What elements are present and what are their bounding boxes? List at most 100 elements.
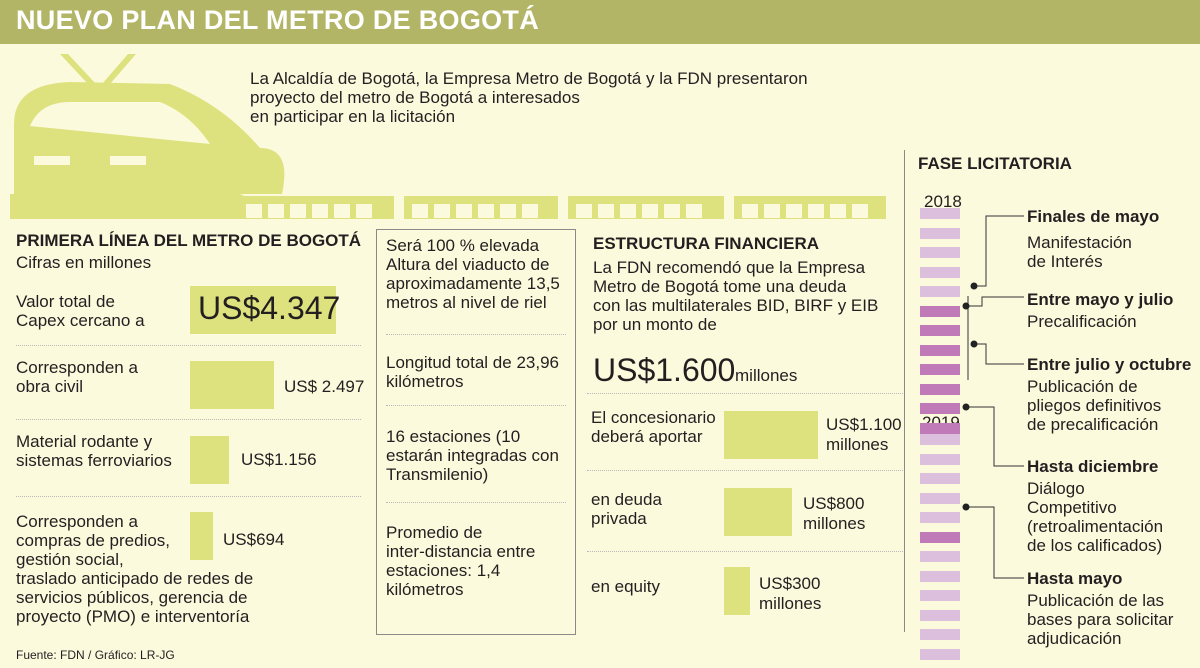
source-note: Fuente: FDN / Gráfico: LR-JG (16, 648, 175, 662)
event-desc: bases para solicitar (1027, 610, 1174, 629)
fact-line: Transmilenio) (386, 465, 489, 484)
pantograph-right (102, 54, 136, 84)
text-line: por un monto de (593, 315, 717, 334)
fact-line: Altura del viaducto de (386, 255, 550, 274)
month-cell-2018-11 (920, 403, 960, 414)
month-cell-2019-11 (920, 629, 960, 640)
obra-civil-value: US$ 2.497 (284, 377, 365, 396)
event-desc: Manifestación (1027, 233, 1132, 252)
event-desc: Publicación de las (1027, 591, 1165, 610)
fact-line: Será 100 % elevada (386, 236, 540, 255)
deuda-privada-value: US$800 millones (803, 494, 865, 534)
primera-row-label: Valor total de Capex cercano a (16, 292, 145, 330)
label-line: deberá aportar (591, 427, 703, 446)
event-title: Finales de mayo (1027, 207, 1160, 226)
fact-line: aproximadamente 13,5 (386, 274, 560, 293)
wagon-windows (246, 204, 868, 218)
divider (587, 551, 903, 552)
intro-text: La Alcaldía de Bogotá, la Empresa Metro … (250, 69, 850, 126)
value-line: US$300 (759, 574, 821, 593)
material-rodante-bar (190, 436, 229, 484)
label-line: servicios públicos, gerencia de (16, 588, 248, 607)
primera-row-label: Corresponden a obra civil (16, 358, 138, 396)
month-cell-2019-10 (920, 609, 960, 621)
divider (386, 334, 566, 335)
headlight-left (34, 156, 70, 165)
value-line: millones (826, 435, 889, 454)
fact-line: estaciones: 1,4 (386, 561, 501, 580)
event-title: Entre julio y octubre (1027, 355, 1192, 374)
intro-line: proyecto del metro de Bogotá a interesad… (250, 88, 580, 107)
pantograph-left (60, 54, 96, 84)
month-cell-2018-6 (920, 305, 960, 317)
label-line: traslado anticipado de redes de (16, 569, 254, 588)
event-title: Hasta mayo (1027, 569, 1123, 588)
equity-value: US$300 millones (759, 574, 821, 614)
estructura-text: La FDN recomendó que la Empresa Metro de… (593, 258, 878, 334)
equity-bar (724, 567, 750, 615)
event-title: Hasta diciembre (1027, 457, 1159, 476)
primera-row-label: Corresponden a compras de predios, gesti… (16, 512, 253, 626)
month-cell-2019-5 (920, 512, 960, 523)
month-cell-2019-9 (920, 590, 960, 601)
month-cell-2018-4 (920, 266, 960, 278)
month-cell-2018-5 (920, 286, 960, 297)
estructura-row-label: El concesionario deberá aportar (591, 408, 716, 446)
value-line: millones (803, 514, 866, 533)
primera-title: PRIMERA LÍNEA DEL METRO DE BOGOTÁ (16, 231, 362, 250)
label-line: Corresponden a (16, 512, 138, 531)
label-line: obra civil (16, 377, 84, 396)
label-line: en deuda (591, 490, 662, 509)
month-cell-2019-12 (920, 648, 960, 660)
fase-event: Hasta diciembre Diálogo Competitivo (ret… (1027, 457, 1163, 555)
month-cell-2018-10 (920, 383, 960, 395)
text-line: Metro de Bogotá tome una deuda (593, 277, 847, 296)
concesionario-value: US$1.100 millones (826, 415, 902, 455)
label-line: Material rodante y (16, 432, 153, 451)
label-line: privada (591, 509, 647, 528)
deuda-value: US$1.600 (593, 352, 736, 388)
fact-item: 16 estaciones (10 estarán integradas con… (386, 427, 559, 484)
label-line: Capex cercano a (16, 311, 145, 330)
obra-civil-bar (190, 361, 274, 409)
title-bar (0, 0, 1200, 44)
fact-line: 16 estaciones (10 (386, 427, 521, 446)
divider (587, 393, 903, 394)
primera-row-label: Material rodante y sistemas ferroviarios (16, 432, 172, 470)
month-cell-2019-8 (920, 570, 960, 582)
month-cell-2019-2 (920, 453, 960, 465)
capex-value: US$4.347 (198, 290, 341, 326)
capex-bar (190, 286, 336, 334)
fase-border (904, 150, 905, 632)
label-line: en equity (591, 577, 660, 596)
month-cell-2018-9 (920, 364, 960, 375)
deuda-privada-bar (724, 488, 792, 536)
fact-item: Será 100 % elevada Altura del viaducto d… (386, 236, 560, 312)
value-line: millones (759, 594, 822, 613)
estructura-row-label: en deuda privada (591, 490, 662, 528)
event-desc: Competitivo (1027, 498, 1117, 517)
page-title: NUEVO PLAN DEL METRO DE BOGOTÁ (16, 5, 540, 35)
divider (16, 496, 361, 497)
label-line: proyecto (PMO) e interventoría (16, 607, 250, 626)
fact-line: metros al nivel de riel (386, 293, 547, 312)
fact-item: Longitud total de 23,96 kilómetros (386, 353, 559, 391)
event-desc: de Interés (1027, 252, 1103, 271)
divider (16, 345, 361, 346)
value-line: US$800 (803, 494, 865, 513)
month-cell-2019-7 (920, 551, 960, 562)
event-desc: (retroalimentación (1027, 517, 1164, 536)
value-line: US$1.100 (826, 415, 902, 434)
fase-event: Entre mayo y julio Precalificación (1027, 290, 1173, 331)
label-line: gestión social, (16, 550, 124, 569)
month-cell-2018-3 (920, 247, 960, 258)
label-line: Corresponden a (16, 358, 138, 377)
divider (16, 419, 361, 420)
label-line: sistemas ferroviarios (16, 451, 172, 470)
fact-line: estarán integradas con (386, 446, 559, 465)
estructura-row-label: en equity (591, 577, 660, 596)
text-line: La FDN recomendó que la Empresa (593, 258, 866, 277)
event-desc: adjudicación (1027, 629, 1122, 648)
divider (587, 470, 903, 471)
facts-box (376, 229, 576, 635)
